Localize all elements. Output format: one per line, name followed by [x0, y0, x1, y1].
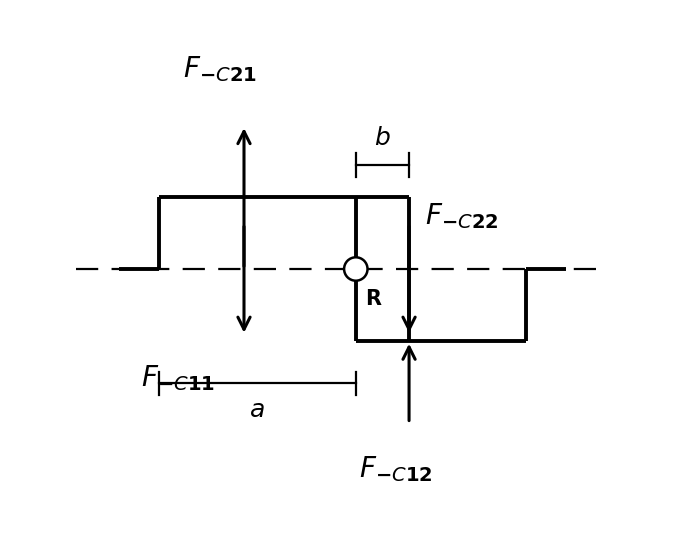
- Text: $\mathbf{\mathit{F}}_{\mathbf{-\mathit{C}22}}$: $\mathbf{\mathit{F}}_{\mathbf{-\mathit{C…: [425, 201, 499, 231]
- Text: $b$: $b$: [374, 127, 390, 150]
- Text: $a$: $a$: [249, 399, 265, 422]
- Circle shape: [344, 257, 368, 281]
- Text: $\mathbf{R}$: $\mathbf{R}$: [365, 289, 382, 309]
- Text: $\mathbf{\mathit{F}}_{\mathbf{-\mathit{C}11}}$: $\mathbf{\mathit{F}}_{\mathbf{-\mathit{C…: [140, 363, 214, 393]
- Text: $\mathbf{\mathit{F}}_{\mathbf{-\mathit{C}12}}$: $\mathbf{\mathit{F}}_{\mathbf{-\mathit{C…: [359, 454, 432, 484]
- Text: $\mathbf{\mathit{F}}_{\mathbf{-\mathit{C}21}}$: $\mathbf{\mathit{F}}_{\mathbf{-\mathit{C…: [183, 54, 257, 84]
